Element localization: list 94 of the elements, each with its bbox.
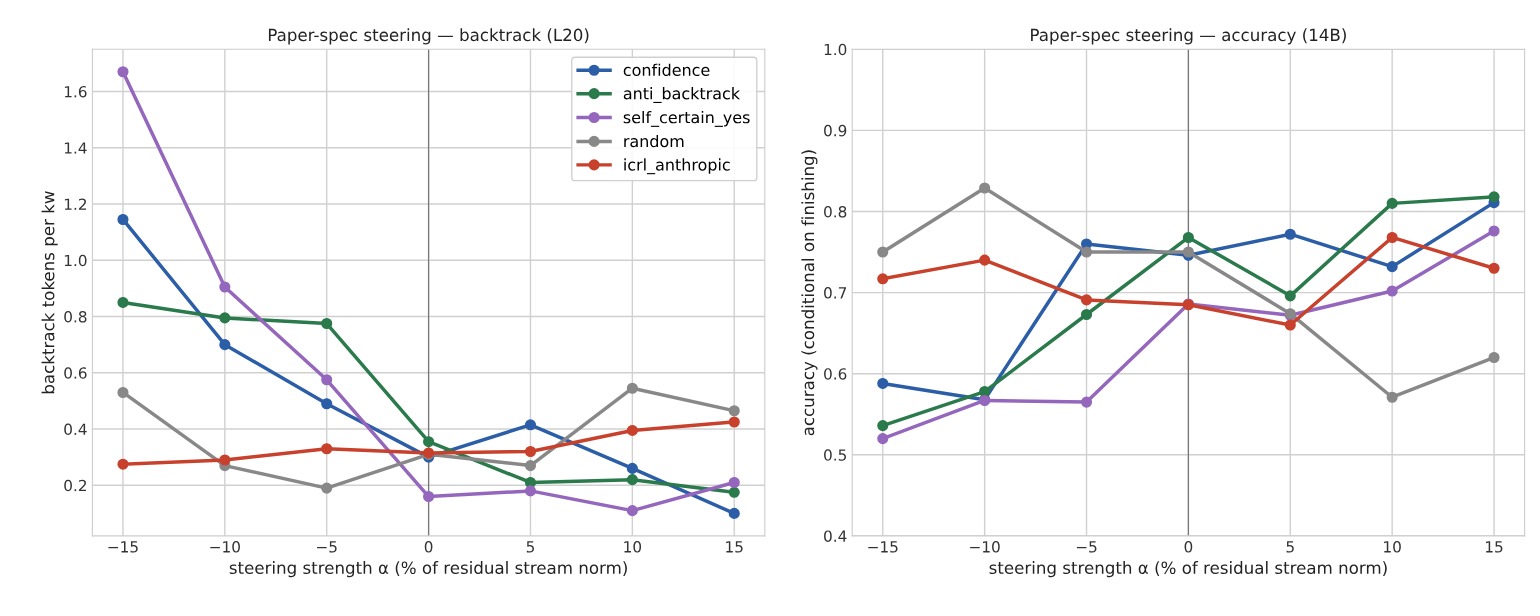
point bbox=[1080, 246, 1093, 258]
x-tick-label: −10 bbox=[970, 541, 1000, 553]
point bbox=[524, 445, 537, 458]
x-tick-label: 15 bbox=[1485, 541, 1503, 553]
point bbox=[728, 486, 740, 498]
y-tick-label: 0.8 bbox=[824, 205, 847, 218]
point bbox=[1488, 262, 1500, 274]
y-tick-label: 1.4 bbox=[64, 142, 87, 154]
y-tick-label: 0.4 bbox=[64, 423, 87, 436]
y-axis-title: accuracy (conditional on finishing) bbox=[801, 150, 818, 436]
point bbox=[1182, 231, 1194, 244]
point bbox=[1488, 351, 1500, 364]
point bbox=[1284, 290, 1296, 302]
y-tick-label: 0.8 bbox=[64, 310, 87, 323]
y-tick-label: 1.2 bbox=[64, 198, 87, 210]
point bbox=[626, 424, 638, 436]
point bbox=[524, 419, 537, 431]
x-axis-title: steering strength α (% of residual stream norm) bbox=[989, 561, 1387, 578]
x-tick-label: 10 bbox=[1384, 541, 1401, 553]
x-axis-title: steering strength α (% of residual stream norm) bbox=[229, 561, 627, 578]
point bbox=[877, 273, 889, 285]
point bbox=[117, 296, 129, 309]
point bbox=[1386, 197, 1398, 209]
point bbox=[524, 485, 537, 497]
y-tick-label: 1.0 bbox=[824, 43, 847, 56]
point bbox=[524, 460, 537, 472]
legend-label: self_certain_yes bbox=[623, 110, 750, 127]
point bbox=[219, 281, 231, 293]
y-tick-label: 1.6 bbox=[64, 85, 87, 98]
x-tick-label: 0 bbox=[1184, 541, 1193, 553]
point bbox=[979, 254, 991, 266]
point bbox=[728, 476, 740, 489]
point bbox=[321, 482, 333, 494]
point bbox=[979, 182, 991, 194]
point bbox=[626, 462, 638, 474]
x-tick-label: −5 bbox=[1076, 541, 1097, 553]
y-tick-label: 0.2 bbox=[64, 479, 87, 492]
point bbox=[626, 505, 638, 517]
point bbox=[1386, 285, 1398, 297]
point bbox=[117, 66, 129, 78]
point bbox=[1488, 191, 1500, 203]
y-tick-label: 0.6 bbox=[64, 367, 87, 379]
point bbox=[1488, 225, 1500, 237]
y-axis-title: backtrack tokens per kw bbox=[41, 191, 58, 394]
point bbox=[1386, 391, 1398, 403]
y-tick-label: 0.9 bbox=[824, 124, 847, 137]
chart-title: Paper-spec steering — accuracy (14B) bbox=[1031, 28, 1346, 45]
x-tick-label: 15 bbox=[726, 541, 743, 553]
point bbox=[219, 339, 231, 351]
point bbox=[1080, 308, 1093, 321]
x-tick-label: −15 bbox=[108, 541, 138, 553]
x-tick-label: 5 bbox=[526, 541, 534, 553]
point bbox=[877, 420, 889, 432]
y-tick-label: 0.5 bbox=[824, 449, 847, 461]
point bbox=[219, 454, 231, 466]
point bbox=[117, 213, 129, 226]
point bbox=[1386, 231, 1398, 244]
x-tick-label: −5 bbox=[317, 541, 337, 553]
x-tick-label: −15 bbox=[868, 541, 898, 553]
point bbox=[1080, 294, 1093, 306]
x-tick-label: −10 bbox=[210, 541, 240, 553]
point bbox=[626, 474, 638, 486]
x-tick-label: 0 bbox=[424, 541, 433, 553]
point bbox=[321, 374, 333, 386]
y-tick-label: 1.0 bbox=[64, 254, 87, 267]
legend-label: icrl_anthropic bbox=[624, 158, 730, 175]
point bbox=[321, 398, 333, 410]
x-tick-label: 5 bbox=[1286, 541, 1294, 553]
legend-label: anti_backtrack bbox=[623, 87, 741, 103]
point bbox=[423, 490, 435, 503]
point bbox=[219, 312, 231, 324]
y-tick-label: 0.6 bbox=[824, 368, 847, 380]
legend-label: confidence bbox=[623, 63, 710, 77]
point bbox=[728, 416, 740, 428]
legend-label: random bbox=[624, 134, 684, 148]
point bbox=[877, 433, 889, 445]
point bbox=[1284, 319, 1296, 331]
point bbox=[728, 507, 740, 519]
point bbox=[728, 405, 740, 417]
point bbox=[117, 458, 129, 470]
point bbox=[626, 382, 638, 394]
point bbox=[877, 246, 889, 258]
chart-title: Paper-spec steering — backtrack (L20) bbox=[268, 28, 589, 45]
point bbox=[321, 443, 333, 455]
point bbox=[321, 317, 333, 330]
x-tick-label: 10 bbox=[624, 541, 642, 553]
point bbox=[423, 436, 435, 448]
point bbox=[117, 386, 129, 399]
y-tick-label: 0.4 bbox=[824, 530, 847, 542]
point bbox=[1284, 228, 1296, 240]
point bbox=[877, 377, 889, 389]
point bbox=[1080, 396, 1093, 408]
y-tick-label: 0.7 bbox=[824, 287, 847, 299]
point bbox=[1386, 261, 1398, 273]
